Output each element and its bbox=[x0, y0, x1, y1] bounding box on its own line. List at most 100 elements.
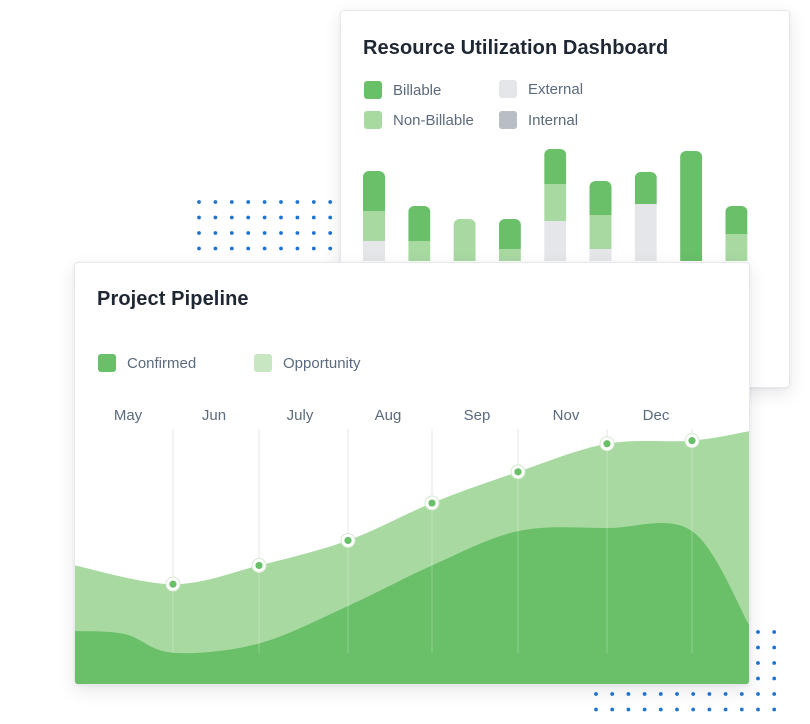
bar-stack bbox=[363, 171, 385, 261]
pattern-dot bbox=[246, 231, 251, 235]
pattern-dot bbox=[723, 707, 728, 712]
external-swatch bbox=[499, 80, 517, 98]
pattern-dot bbox=[279, 246, 283, 251]
opportunity-point bbox=[165, 576, 181, 592]
opportunity-swatch bbox=[254, 354, 272, 372]
bar-non-billable-segment bbox=[363, 211, 385, 241]
bar-stack bbox=[725, 206, 748, 261]
pattern-dot bbox=[328, 246, 333, 251]
month-label: Dec bbox=[642, 407, 670, 424]
bar-stack bbox=[498, 219, 521, 261]
bar-billable-segment bbox=[408, 206, 431, 241]
legend-non-billable: Non-Billable bbox=[364, 111, 474, 129]
pattern-dot bbox=[756, 707, 760, 712]
bar-non-billable-segment bbox=[589, 215, 612, 249]
legend-internal: Internal bbox=[499, 111, 578, 129]
pattern-dot bbox=[213, 200, 218, 204]
opportunity-point bbox=[340, 532, 356, 548]
pattern-dot bbox=[772, 676, 777, 681]
pattern-dot bbox=[262, 246, 267, 251]
opportunity-point bbox=[424, 495, 440, 511]
legend-billable: Billable bbox=[364, 81, 441, 99]
dot-pattern-top bbox=[197, 200, 333, 251]
pattern-dot bbox=[311, 200, 316, 204]
billable-swatch bbox=[364, 81, 382, 99]
pattern-dot bbox=[642, 707, 647, 712]
bar-billable-segment bbox=[498, 219, 521, 249]
bar-billable-segment bbox=[589, 181, 612, 215]
pattern-dot bbox=[658, 692, 663, 696]
pattern-dot bbox=[691, 692, 696, 696]
pattern-dot bbox=[197, 200, 201, 204]
bar-stack bbox=[408, 206, 431, 261]
non-billable-swatch bbox=[364, 111, 382, 129]
pattern-dot bbox=[707, 707, 712, 712]
pattern-dot bbox=[707, 692, 712, 696]
bar-billable-segment bbox=[363, 171, 385, 211]
bar-stack bbox=[589, 181, 612, 261]
pattern-dot bbox=[295, 231, 300, 235]
pattern-dot bbox=[675, 692, 679, 696]
pipeline-area-chart bbox=[75, 429, 749, 684]
pattern-dot bbox=[772, 630, 777, 634]
pattern-dot bbox=[197, 215, 201, 220]
legend-confirmed-label: Confirmed bbox=[127, 354, 197, 372]
pattern-dot bbox=[197, 246, 201, 251]
bar-non-billable-segment bbox=[408, 241, 431, 261]
pattern-dot bbox=[772, 692, 777, 696]
pattern-dot bbox=[279, 231, 283, 235]
month-label: July bbox=[286, 407, 314, 424]
bar-non-billable-segment bbox=[453, 219, 476, 261]
pattern-dot bbox=[691, 707, 696, 712]
bar-stack bbox=[544, 149, 567, 261]
pattern-dot bbox=[626, 692, 631, 696]
confirmed-swatch bbox=[98, 354, 116, 372]
legend-opportunity: Opportunity bbox=[254, 354, 361, 372]
pipeline-title: Project Pipeline bbox=[97, 288, 249, 310]
pattern-dot bbox=[756, 692, 760, 696]
project-pipeline-card: Project Pipeline Confirmed Opportunity M… bbox=[74, 262, 750, 685]
pattern-dot bbox=[262, 215, 267, 220]
pattern-dot bbox=[772, 707, 777, 712]
pattern-dot bbox=[311, 246, 316, 251]
pattern-dot bbox=[229, 215, 234, 220]
pattern-dot bbox=[311, 231, 316, 235]
pattern-dot bbox=[756, 676, 760, 681]
pattern-dot bbox=[739, 692, 744, 696]
bar-stack bbox=[634, 172, 657, 261]
pattern-dot bbox=[328, 215, 333, 220]
confirmed-area bbox=[75, 523, 749, 684]
pattern-dot bbox=[246, 246, 251, 251]
opportunity-point bbox=[599, 436, 615, 452]
month-label: Sep bbox=[463, 407, 491, 424]
legend-billable-label: Billable bbox=[393, 81, 442, 99]
month-label: May bbox=[113, 407, 143, 424]
bar-external-segment bbox=[363, 241, 385, 261]
opportunity-point bbox=[251, 557, 267, 573]
pattern-dot bbox=[262, 200, 267, 204]
pattern-dot bbox=[756, 645, 760, 650]
internal-swatch bbox=[499, 111, 517, 129]
legend-confirmed: Confirmed bbox=[98, 354, 196, 372]
bar-billable-segment bbox=[544, 149, 567, 184]
pattern-dot bbox=[229, 200, 234, 204]
pattern-dot bbox=[246, 200, 251, 204]
pattern-dot bbox=[739, 707, 744, 712]
bar-stack bbox=[680, 151, 703, 261]
pattern-dot bbox=[295, 200, 300, 204]
legend-external-label: External bbox=[528, 80, 584, 98]
bar-stack bbox=[453, 219, 476, 261]
bar-external-segment bbox=[634, 204, 657, 261]
pattern-dot bbox=[295, 246, 300, 251]
pattern-dot bbox=[295, 215, 300, 220]
legend-external: External bbox=[499, 80, 583, 98]
pattern-dot bbox=[328, 231, 333, 235]
pattern-dot bbox=[772, 645, 777, 650]
pattern-dot bbox=[723, 692, 728, 696]
pattern-dot bbox=[626, 707, 631, 712]
pattern-dot bbox=[772, 661, 777, 665]
month-label: Nov bbox=[552, 407, 580, 424]
bar-billable-segment bbox=[725, 206, 748, 234]
pattern-dot bbox=[213, 215, 218, 220]
pattern-dot bbox=[213, 231, 218, 235]
